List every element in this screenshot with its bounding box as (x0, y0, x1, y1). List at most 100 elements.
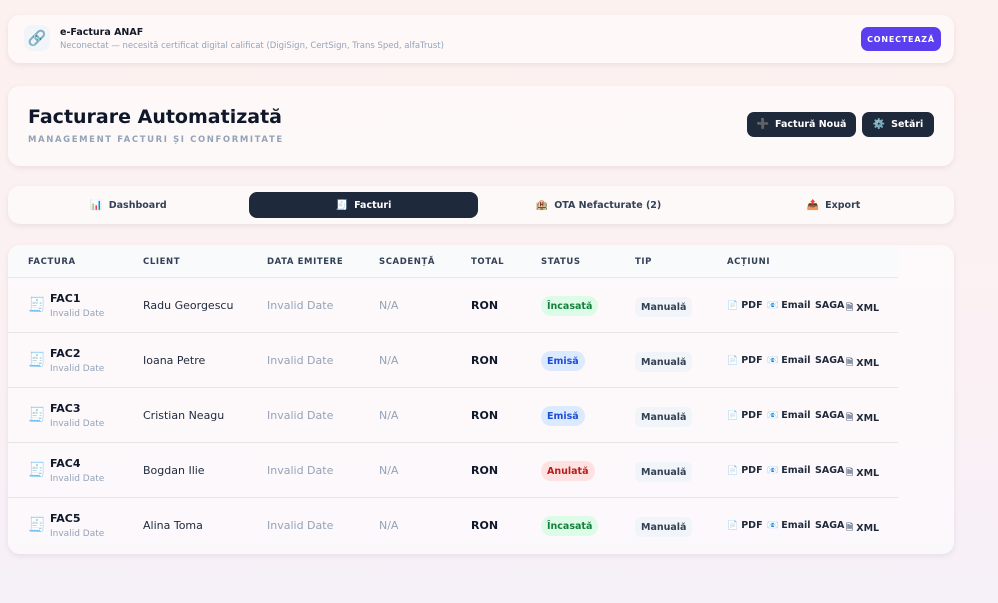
saga-label: SAGA (815, 465, 845, 476)
xml-label: XML (856, 467, 880, 479)
invoice-date: Invalid Date (50, 309, 105, 319)
tab-export[interactable]: 📤 Export (719, 192, 948, 218)
type-badge: Manuală (635, 462, 693, 482)
hotel-icon: 🏨 (535, 199, 549, 211)
gear-icon: ⚙️ (872, 119, 886, 130)
table-row[interactable]: 🧾 FAC1 Invalid Date Radu Georgescu Inval… (8, 278, 898, 333)
saga-button[interactable]: SAGA (815, 355, 844, 366)
invoice-number: FAC4 (50, 457, 81, 470)
plus-icon: ➕ (756, 119, 770, 130)
file-icon: 🗎 (846, 413, 854, 423)
client-name: Alina Toma (143, 519, 203, 532)
column-header: FACTURA (28, 257, 76, 267)
total: RON (471, 464, 499, 477)
email-button[interactable]: 📧 Email (767, 300, 811, 311)
table-row[interactable]: 🧾 FAC3 Invalid Date Cristian Neagu Inval… (8, 388, 898, 443)
client-name: Bogdan Ilie (143, 464, 205, 477)
email-icon: 📧 (767, 520, 779, 531)
table-row[interactable]: 🧾 FAC2 Invalid Date Ioana Petre Invalid … (8, 333, 898, 388)
xml-button[interactable]: 🗎 XML (846, 355, 879, 371)
settings-label: Setări (891, 119, 924, 130)
saga-button[interactable]: SAGA (815, 520, 844, 531)
issue-date: Invalid Date (267, 409, 334, 422)
type-badge: Manuală (635, 297, 693, 317)
xml-label: XML (856, 522, 880, 534)
pdf-button[interactable]: 📄 PDF (727, 355, 763, 366)
column-header: DATA EMITERE (267, 257, 344, 267)
invoice-number: FAC5 (50, 512, 81, 525)
link-icon: 🔗 (24, 25, 50, 51)
document-icon: 📄 (727, 520, 739, 531)
document-icon: 📄 (727, 410, 739, 421)
email-icon: 📧 (767, 410, 779, 421)
document-icon: 🧾 (28, 517, 46, 533)
saga-label: SAGA (815, 355, 845, 366)
xml-button[interactable]: 🗎 XML (846, 300, 879, 316)
tab-bar: 📊 Dashboard 🧾 Facturi 🏨 OTA Nefacturate … (8, 186, 954, 224)
total: RON (471, 409, 499, 422)
xml-label: XML (856, 357, 880, 369)
status-badge: Anulată (541, 461, 595, 481)
saga-button[interactable]: SAGA (815, 465, 844, 476)
total: RON (471, 299, 499, 312)
column-header: CLIENT (143, 257, 181, 267)
table-row[interactable]: 🧾 FAC5 Invalid Date Alina Toma Invalid D… (8, 498, 898, 553)
email-label: Email (781, 520, 811, 531)
saga-button[interactable]: SAGA (815, 410, 844, 421)
invoice-date: Invalid Date (50, 529, 105, 539)
pdf-button[interactable]: 📄 PDF (727, 410, 763, 421)
total: RON (471, 354, 499, 367)
email-label: Email (781, 465, 811, 476)
status-badge: Încasată (541, 516, 599, 536)
new-invoice-button[interactable]: ➕ Factură Nouă (747, 112, 856, 137)
tab-ota-nefacturate[interactable]: 🏨 OTA Nefacturate (2) (484, 192, 713, 218)
client-name: Radu Georgescu (143, 299, 234, 312)
tab-label: Export (825, 199, 861, 211)
invoice-date: Invalid Date (50, 419, 105, 429)
column-header: SCADENȚĂ (379, 257, 436, 267)
settings-button[interactable]: ⚙️ Setări (862, 112, 934, 137)
connect-button[interactable]: CONECTEAZĂ (861, 27, 941, 51)
saga-button[interactable]: SAGA (815, 300, 844, 311)
column-header: ACȚIUNI (727, 257, 771, 267)
column-header: TOTAL (471, 257, 505, 267)
pdf-button[interactable]: 📄 PDF (727, 465, 763, 476)
file-icon: 🗎 (846, 358, 854, 368)
invoice-date: Invalid Date (50, 474, 105, 484)
anaf-banner: 🔗 e-Factura ANAF Neconectat — necesită c… (8, 15, 954, 63)
xml-button[interactable]: 🗎 XML (846, 410, 879, 426)
tab-label: OTA Nefacturate (2) (554, 199, 662, 211)
document-icon: 🧾 (28, 462, 46, 478)
document-icon: 📄 (727, 300, 739, 311)
email-button[interactable]: 📧 Email (767, 355, 811, 366)
pdf-button[interactable]: 📄 PDF (727, 300, 763, 311)
chart-icon: 📊 (90, 199, 103, 211)
file-icon: 🗎 (846, 303, 854, 313)
due-date: N/A (379, 299, 399, 312)
document-icon: 🧾 (28, 297, 46, 313)
issue-date: Invalid Date (267, 299, 334, 312)
pdf-label: PDF (741, 410, 763, 421)
table-header: FACTURA CLIENT DATA EMITERE SCADENȚĂ TOT… (8, 245, 898, 278)
invoice-date: Invalid Date (50, 364, 105, 374)
email-button[interactable]: 📧 Email (767, 410, 811, 421)
type-badge: Manuală (635, 407, 693, 427)
client-name: Ioana Petre (143, 354, 206, 367)
page-subtitle: MANAGEMENT FACTURI ȘI CONFORMITATE (28, 135, 284, 145)
document-icon: 🧾 (28, 352, 46, 368)
xml-button[interactable]: 🗎 XML (846, 465, 879, 481)
due-date: N/A (379, 354, 399, 367)
tab-label: Facturi (354, 199, 392, 211)
email-button[interactable]: 📧 Email (767, 520, 811, 531)
xml-button[interactable]: 🗎 XML (846, 520, 879, 536)
pdf-button[interactable]: 📄 PDF (727, 520, 763, 531)
document-icon: 📄 (727, 465, 739, 476)
email-label: Email (781, 355, 811, 366)
issue-date: Invalid Date (267, 464, 334, 477)
table-row[interactable]: 🧾 FAC4 Invalid Date Bogdan Ilie Invalid … (8, 443, 898, 498)
email-label: Email (781, 300, 811, 311)
tab-facturi[interactable]: 🧾 Facturi (249, 192, 478, 218)
column-header: TIP (635, 257, 652, 267)
email-button[interactable]: 📧 Email (767, 465, 811, 476)
tab-dashboard[interactable]: 📊 Dashboard (14, 192, 243, 218)
